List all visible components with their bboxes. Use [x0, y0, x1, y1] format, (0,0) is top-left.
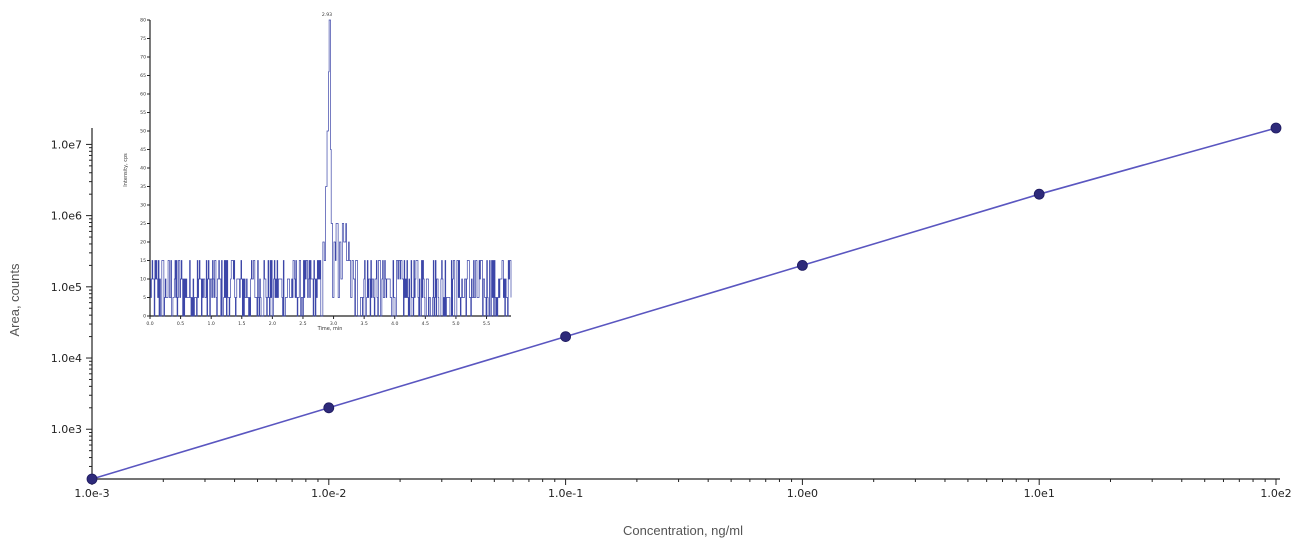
peak-label: 2.93: [322, 12, 332, 18]
x-axis-title: Concentration, ng/ml: [623, 523, 743, 538]
main-axes: [91, 128, 1280, 480]
x-tick-label: 1.0e2: [1260, 487, 1291, 500]
x-tick-label: 1.0e0: [787, 487, 818, 500]
inset-y-tick-label: 45: [140, 147, 146, 153]
inset-y-tick-label: 75: [140, 36, 146, 42]
inset-x-tick-label: 2.0: [269, 321, 276, 327]
calibration-point: [1270, 122, 1282, 134]
y-tick-label: 1.0e7: [51, 138, 82, 151]
inset-y-tick-label: 10: [140, 277, 146, 283]
inset-y-axis-title: Intensity, cps: [123, 153, 129, 187]
inset-x-tick-label: 4.5: [422, 321, 429, 327]
inset-y-tick-label: 55: [140, 110, 146, 116]
inset-x-tick-label: 3.5: [360, 321, 367, 327]
calibration-point: [560, 331, 571, 342]
inset-x-tick-label: 0.0: [146, 321, 153, 327]
inset-y-tick-label: 0: [143, 314, 146, 320]
x-tick-label: 1.0e-2: [311, 487, 346, 500]
inset-y-tick-label: 25: [140, 221, 146, 227]
inset-y-tick-label: 40: [140, 166, 146, 172]
inset-y-tick-label: 35: [140, 184, 146, 190]
calibration-series: [86, 122, 1282, 485]
y-tick-label: 1.0e6: [51, 210, 82, 223]
inset-x-tick-label: 1.5: [238, 321, 245, 327]
y-tick-label: 1.0e4: [51, 352, 82, 365]
inset-x-tick-label: 0.5: [177, 321, 184, 327]
inset-y-tick-label: 20: [140, 240, 146, 246]
main-ticks: 1.0e-3 1.0e-2 1.0e-1 1.0e0 1.0e1 1.0e2 1.0e3 1.…: [51, 138, 1292, 500]
inset-y-tick-label: 30: [140, 203, 146, 209]
inset-y-tick-label: 15: [140, 258, 146, 264]
inset-y-tick-label: 50: [140, 129, 146, 135]
y-tick-label: 1.0e5: [51, 281, 82, 294]
inset-x-tick-label: 1.0: [208, 321, 215, 327]
inset-trace: [150, 19, 512, 317]
inset-x-tick-label: 5.5: [483, 321, 490, 327]
calibration-point: [1033, 188, 1045, 200]
calibration-point: [323, 402, 335, 414]
inset-ticks: 0.0 0.5 1.0 1.5 2.0 2.5 3.0 3.5 4.0 4.5 5.0 5.5 0 5 10…: [140, 18, 490, 327]
calibration-point: [797, 259, 808, 271]
inset-x-axis-title: Time, min: [317, 326, 343, 332]
inset-x-tick-label: 2.5: [299, 321, 306, 327]
inset-x-tick-label: 4.0: [391, 321, 398, 327]
inset-x-tick-label: 5.0: [452, 321, 459, 327]
y-axis-title: Area, counts: [7, 263, 22, 336]
inset-y-tick-label: 80: [140, 18, 146, 24]
x-tick-label: 1.0e1: [1024, 487, 1055, 500]
x-tick-label: 1.0e-1: [548, 487, 583, 500]
inset-y-tick-label: 65: [140, 73, 146, 79]
calibration-line: [91, 127, 1277, 480]
calibration-curve-chart: 1.0e-3 1.0e-2 1.0e-1 1.0e0 1.0e1 1.0e2 1.0e3 1.…: [7, 122, 1292, 538]
calibration-point: [86, 473, 98, 485]
inset-y-tick-label: 60: [140, 92, 146, 98]
inset-y-tick-label: 5: [143, 295, 146, 301]
y-tick-label: 1.0e3: [51, 423, 82, 436]
chromatogram-inset: 0.0 0.5 1.0 1.5 2.0 2.5 3.0 3.5 4.0 4.5 5.0 5.5 0 5 10…: [123, 12, 512, 332]
x-tick-label: 1.0e-3: [74, 487, 109, 500]
chromatogram-trace: [150, 19, 512, 317]
inset-y-tick-label: 70: [140, 55, 146, 61]
inset-x-tick-label: 3.0: [330, 321, 337, 327]
